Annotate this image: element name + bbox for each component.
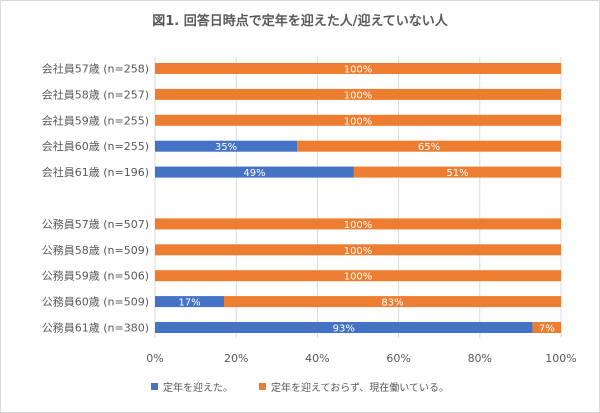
- legend: 定年を迎えた。 定年を迎えておらず、現在働いている。: [0, 379, 600, 394]
- data-label: 83%: [381, 298, 403, 309]
- bar-segment-reached: [155, 296, 225, 308]
- data-label: 51%: [446, 168, 468, 179]
- bar-segment-working: [155, 218, 561, 230]
- x-tick-label: 60%: [386, 352, 410, 365]
- x-tick-label: 40%: [305, 352, 329, 365]
- data-label: 100%: [344, 220, 373, 231]
- legend-item-working: 定年を迎えておらず、現在働いている。: [259, 379, 449, 394]
- bar-segment-working: [155, 270, 561, 282]
- x-tick-label: 0%: [146, 352, 163, 365]
- category-label: 公務員61歳 (n=380): [42, 321, 149, 335]
- category-label: 公務員60歳 (n=509): [42, 295, 149, 309]
- legend-label-reached: 定年を迎えた。: [163, 383, 233, 394]
- x-tick-label: 20%: [224, 352, 248, 365]
- bar-segment-working: [155, 88, 561, 100]
- category-label: 会社員60歳 (n=255): [42, 139, 149, 153]
- x-tick-label: 100%: [545, 352, 576, 365]
- data-label: 35%: [215, 142, 237, 153]
- bar-segment-working: [353, 166, 561, 178]
- legend-label-working: 定年を迎えておらず、現在働いている。: [271, 383, 449, 394]
- data-label: 93%: [333, 324, 355, 335]
- bar-segment-working: [155, 244, 561, 256]
- category-label: 公務員59歳 (n=506): [42, 269, 149, 283]
- x-tick-label: 80%: [468, 352, 492, 365]
- data-label: 100%: [344, 65, 373, 76]
- category-label: 公務員57歳 (n=507): [42, 217, 149, 231]
- data-label: 49%: [243, 168, 265, 179]
- bar-segment-working: [532, 322, 561, 333]
- bar-segment-reached: [155, 166, 354, 178]
- category-label: 会社員57歳 (n=258): [42, 62, 149, 76]
- data-label: 100%: [344, 246, 373, 257]
- category-label: 会社員58歳 (n=257): [42, 87, 149, 101]
- data-label: 65%: [418, 142, 440, 153]
- bar-segment-reached: [155, 140, 298, 152]
- data-label: 7%: [539, 324, 555, 335]
- bar-segment-reached: [155, 322, 533, 333]
- category-label: 会社員59歳 (n=255): [42, 113, 149, 127]
- category-label: 公務員58歳 (n=509): [42, 243, 149, 257]
- legend-swatch-reached: [151, 383, 158, 390]
- bar-segment-working: [224, 296, 561, 308]
- data-label: 100%: [344, 90, 373, 101]
- chart-title: 図1. 回答日時点で定年を迎えた人/迎えていない人: [152, 14, 448, 29]
- data-label: 100%: [344, 272, 373, 283]
- bar-segment-working: [155, 63, 561, 74]
- bar-segment-working: [155, 114, 561, 126]
- legend-swatch-working: [259, 383, 266, 390]
- data-label: 100%: [344, 116, 373, 127]
- data-label: 17%: [178, 298, 200, 309]
- legend-item-reached: 定年を迎えた。: [151, 379, 233, 394]
- bar-segment-working: [297, 140, 561, 152]
- category-label: 会社員61歳 (n=196): [42, 165, 149, 179]
